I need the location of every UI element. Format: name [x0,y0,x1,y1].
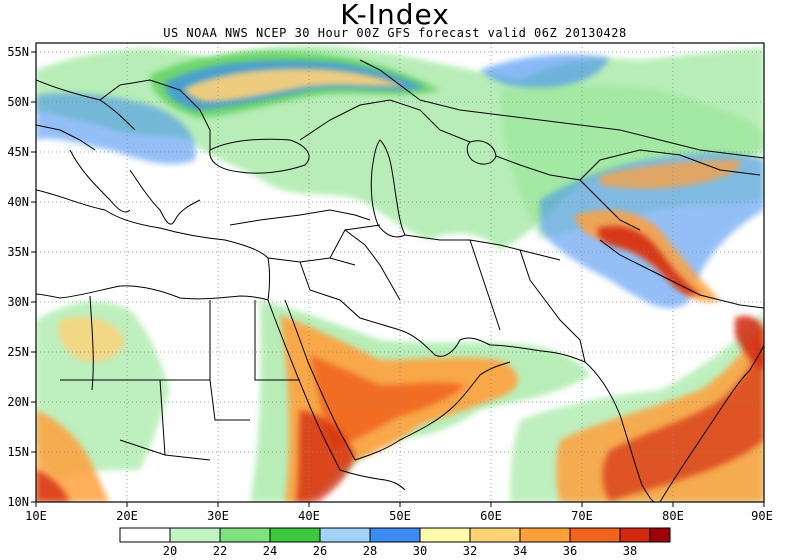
field-red-burma [735,315,764,370]
colorbar-label-20: 20 [163,544,177,558]
longitude-labels: 10E 20E 30E 40E 50E 60E 70E 80E 90E [25,509,773,523]
lon-label-80e: 80E [662,509,684,523]
colorbar-swatch-30-32 [419,527,471,543]
colorbar-swatch-34-36 [519,527,571,543]
colorbar-swatch-20-22 [169,527,221,543]
lon-label-70e: 70E [571,509,593,523]
colorbar-label-26: 26 [313,544,327,558]
lat-label-20n: 20N [7,395,29,409]
lat-label-50n: 50N [7,95,29,109]
colorbar-label-36: 36 [563,544,577,558]
colorbar-swatch-below-20 [119,527,171,543]
field-orange-sahara [36,410,110,502]
colorbar-swatch-36-38 [569,527,621,543]
colorbar-label-28: 28 [363,544,377,558]
colorbar-label-30: 30 [413,544,427,558]
lon-label-90e: 90E [751,509,773,523]
map-subtitle: US NOAA NWS NCEP 30 Hour 00Z GFS forecas… [163,26,627,40]
colorbar-label-32: 32 [463,544,477,558]
colorbar-swatch-32-34 [469,527,521,543]
lat-label-10n: 10N [7,495,29,509]
field-blue-west-siberia [480,54,610,89]
field-red-india [602,340,764,502]
colorbar-swatch-26-28 [319,527,371,543]
colorbar-swatch-38-40 [619,527,651,543]
lat-label-15n: 15N [7,445,29,459]
field-red-himalaya [597,225,700,296]
lon-label-60e: 60E [480,509,502,523]
colorbar-swatch-22-24 [219,527,271,543]
colorbar-label-38: 38 [623,544,637,558]
k-index-fill-layer [36,45,764,502]
colorbar: 20 22 24 26 28 30 32 34 36 38 [119,527,671,558]
latitude-labels: 55N 50N 45N 40N 35N 30N 25N 20N 15N 10N [7,45,29,509]
lon-label-30e: 30E [207,509,229,523]
lon-label-10e: 10E [25,509,47,523]
field-orange-tibet-north [600,160,741,189]
graticule [36,43,764,502]
lat-label-35n: 35N [7,245,29,259]
field-yellow-north [185,68,405,102]
lat-label-45n: 45N [7,145,29,159]
field-yellow-libya [58,316,125,362]
lat-label-30n: 30N [7,295,29,309]
colorbar-swatch-24-26 [269,527,321,543]
colorbar-label-22: 22 [213,544,227,558]
colorbar-label-24: 24 [263,544,277,558]
lat-label-25n: 25N [7,345,29,359]
axis-ticks [31,51,765,507]
field-red-arabia [310,355,465,448]
field-blue-europe [36,93,196,165]
lon-label-20e: 20E [116,509,138,523]
lat-label-40n: 40N [7,195,29,209]
coastlines [36,59,764,502]
lat-label-55n: 55N [7,45,29,59]
lon-label-50e: 50E [389,509,411,523]
colorbar-swatch-above-40 [649,527,671,543]
field-red-sahara [36,470,70,502]
colorbar-swatch-28-30 [369,527,421,543]
lon-label-40e: 40E [298,509,320,523]
map-title: K-Index [340,0,450,31]
colorbar-label-34: 34 [513,544,527,558]
